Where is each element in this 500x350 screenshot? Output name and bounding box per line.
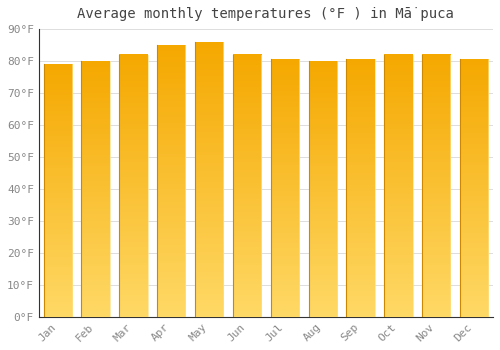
Title: Average monthly temperatures (°F ) in Mā̇puca: Average monthly temperatures (°F ) in Mā… [78, 7, 454, 21]
